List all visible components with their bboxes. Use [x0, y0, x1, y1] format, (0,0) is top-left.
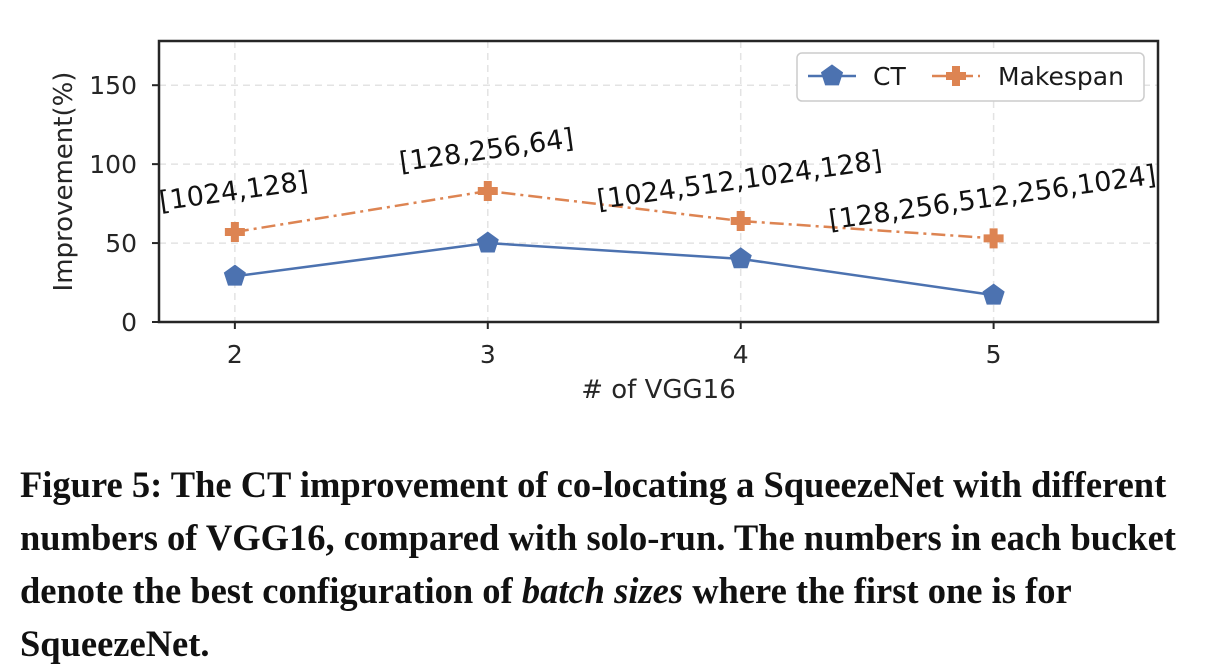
series-makespan: [224, 180, 1004, 249]
caption-text-2: where the first one is for SqueezeNet.: [20, 570, 1071, 664]
data-point: [982, 283, 1005, 305]
x-tick-label: 2: [227, 340, 243, 369]
y-axis-label: Improvement(%): [49, 72, 79, 292]
x-tick-label: 3: [480, 340, 496, 369]
caption-text-1: Figure 5: The CT improvement of co-locat…: [20, 464, 1176, 611]
y-tick-label: 150: [89, 71, 137, 100]
series-ct: [223, 231, 1005, 305]
data-point: [729, 247, 752, 269]
series-line: [234, 241, 994, 297]
legend: CT Makespan: [796, 52, 1145, 102]
line-chart: [1024,128][128,256,64] [1024,512,1024,128…: [49, 39, 1160, 405]
x-axis-label: # of VGG16: [581, 375, 736, 405]
legend-swatch-marker: [820, 64, 844, 86]
y-tick-label: 100: [89, 150, 137, 179]
legend-label: Makespan: [998, 62, 1124, 91]
x-tick-label: 5: [986, 340, 1002, 369]
x-tick-label: 4: [733, 340, 749, 369]
series-line: [234, 189, 994, 240]
figure-caption: Figure 5: The CT improvement of co-locat…: [20, 458, 1210, 670]
y-tick-label: 0: [121, 308, 137, 337]
data-point: [476, 231, 499, 253]
data-point: [730, 210, 751, 231]
y-tick-label: 50: [105, 229, 137, 258]
plot-frame: [157, 39, 1160, 324]
data-point: [983, 228, 1004, 249]
data-point: [223, 264, 246, 286]
legend-swatch-marker: [946, 66, 966, 86]
series-layer: [223, 180, 1005, 305]
data-point: [477, 180, 498, 201]
caption-italic: batch sizes: [521, 570, 684, 611]
legend-label: CT: [873, 62, 906, 91]
data-point: [224, 222, 245, 243]
